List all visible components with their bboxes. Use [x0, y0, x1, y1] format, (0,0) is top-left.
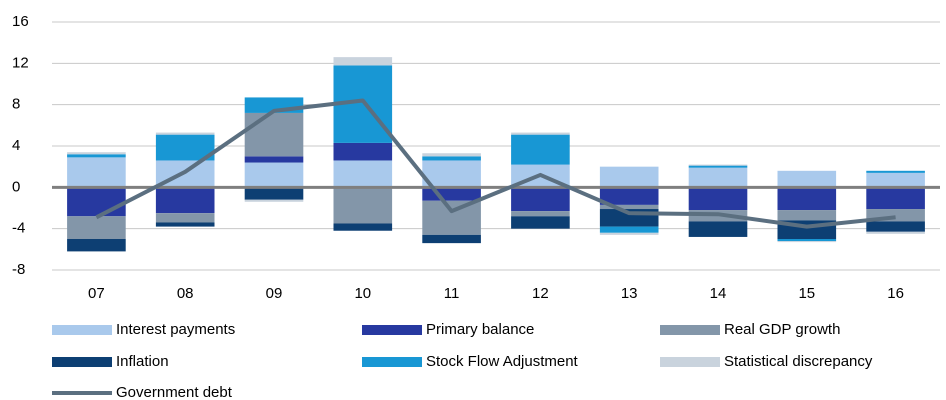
legend-label: Primary balance: [426, 321, 534, 338]
bar-segment: [422, 153, 481, 157]
bar-segment: [511, 132, 570, 135]
bar-segment: [866, 187, 925, 210]
bar-segment: [866, 172, 925, 188]
bar-segment: [333, 160, 393, 188]
legend-swatch: [660, 325, 720, 335]
bar-segment: [511, 216, 570, 229]
legend-swatch: [362, 325, 422, 335]
y-tick-label: -4: [12, 220, 25, 237]
bar-segment: [599, 226, 659, 233]
legend-swatch: [660, 357, 720, 367]
bar-segment: [244, 187, 304, 200]
x-tick-label: 08: [177, 285, 194, 302]
bar-segment: [244, 156, 304, 163]
bar-segment: [333, 142, 393, 161]
bar-segment: [599, 204, 659, 210]
bar-segment: [67, 157, 126, 188]
bar-segment: [777, 170, 837, 188]
y-tick-label: 12: [12, 54, 29, 71]
bar-segment: [688, 164, 748, 166]
legend-label: Government debt: [116, 384, 233, 400]
bar-segment: [422, 187, 481, 201]
x-tick-label: 13: [621, 285, 638, 302]
bar-segment: [155, 222, 215, 227]
bar-segment: [422, 160, 481, 188]
bar-segment: [688, 165, 748, 168]
bar-segment: [333, 187, 393, 224]
y-tick-label: 16: [12, 13, 29, 30]
y-tick-label: 8: [12, 96, 20, 113]
x-tick-label: 14: [710, 285, 727, 302]
bar-segment: [422, 156, 481, 161]
bar-segment: [688, 167, 748, 188]
y-tick-label: -8: [12, 261, 25, 278]
bar-segment: [67, 187, 126, 217]
bar-segment: [422, 200, 481, 235]
bar-segment: [511, 211, 570, 217]
y-tick-label: 4: [12, 137, 20, 154]
x-tick-label: 12: [532, 285, 549, 302]
x-tick-label: 09: [266, 285, 283, 302]
bar-segment: [244, 112, 304, 157]
legend-label: Inflation: [116, 353, 169, 370]
bar-segment: [866, 221, 925, 232]
bar-segment: [599, 232, 659, 235]
legend-label: Interest payments: [116, 321, 235, 338]
bar-segment: [511, 187, 570, 212]
bar-segment: [67, 152, 126, 155]
x-tick-label: 11: [444, 285, 460, 302]
bar-segment: [333, 57, 393, 66]
bar-segment: [422, 234, 481, 244]
bar-segment: [777, 210, 837, 221]
bar-segment: [688, 187, 748, 211]
bar-segment: [866, 170, 925, 173]
x-tick-label: 07: [88, 285, 105, 302]
bar-segment: [67, 239, 126, 252]
bar-segment: [777, 241, 837, 243]
y-tick-label: 0: [12, 178, 20, 195]
bar-segment: [67, 216, 126, 239]
legend-label: Stock Flow Adjustment: [426, 353, 579, 370]
bar-segment: [67, 154, 126, 158]
bar-segment: [155, 132, 215, 135]
bar-segment: [244, 199, 304, 202]
x-tick-label: 10: [354, 285, 371, 302]
bar-segment: [599, 166, 659, 188]
x-tick-label: 15: [798, 285, 815, 302]
legend-swatch: [52, 325, 112, 335]
legend-swatch: [52, 357, 112, 367]
bar-segment: [155, 213, 215, 223]
bar-segment: [866, 231, 925, 234]
bar-segment: [777, 187, 837, 211]
legend-swatch: [362, 357, 422, 367]
x-tick-label: 16: [887, 285, 904, 302]
legend-label: Statistical discrepancy: [724, 353, 873, 370]
bar-segment: [599, 187, 659, 205]
bar-segment: [511, 134, 570, 165]
bar-segment: [244, 162, 304, 188]
legend-label: Real GDP growth: [724, 321, 840, 338]
bar-segment: [155, 187, 215, 214]
bar-segment: [333, 223, 393, 231]
bar-segment: [777, 239, 837, 242]
bar-segment: [688, 221, 748, 237]
debt-line: [95, 98, 896, 229]
